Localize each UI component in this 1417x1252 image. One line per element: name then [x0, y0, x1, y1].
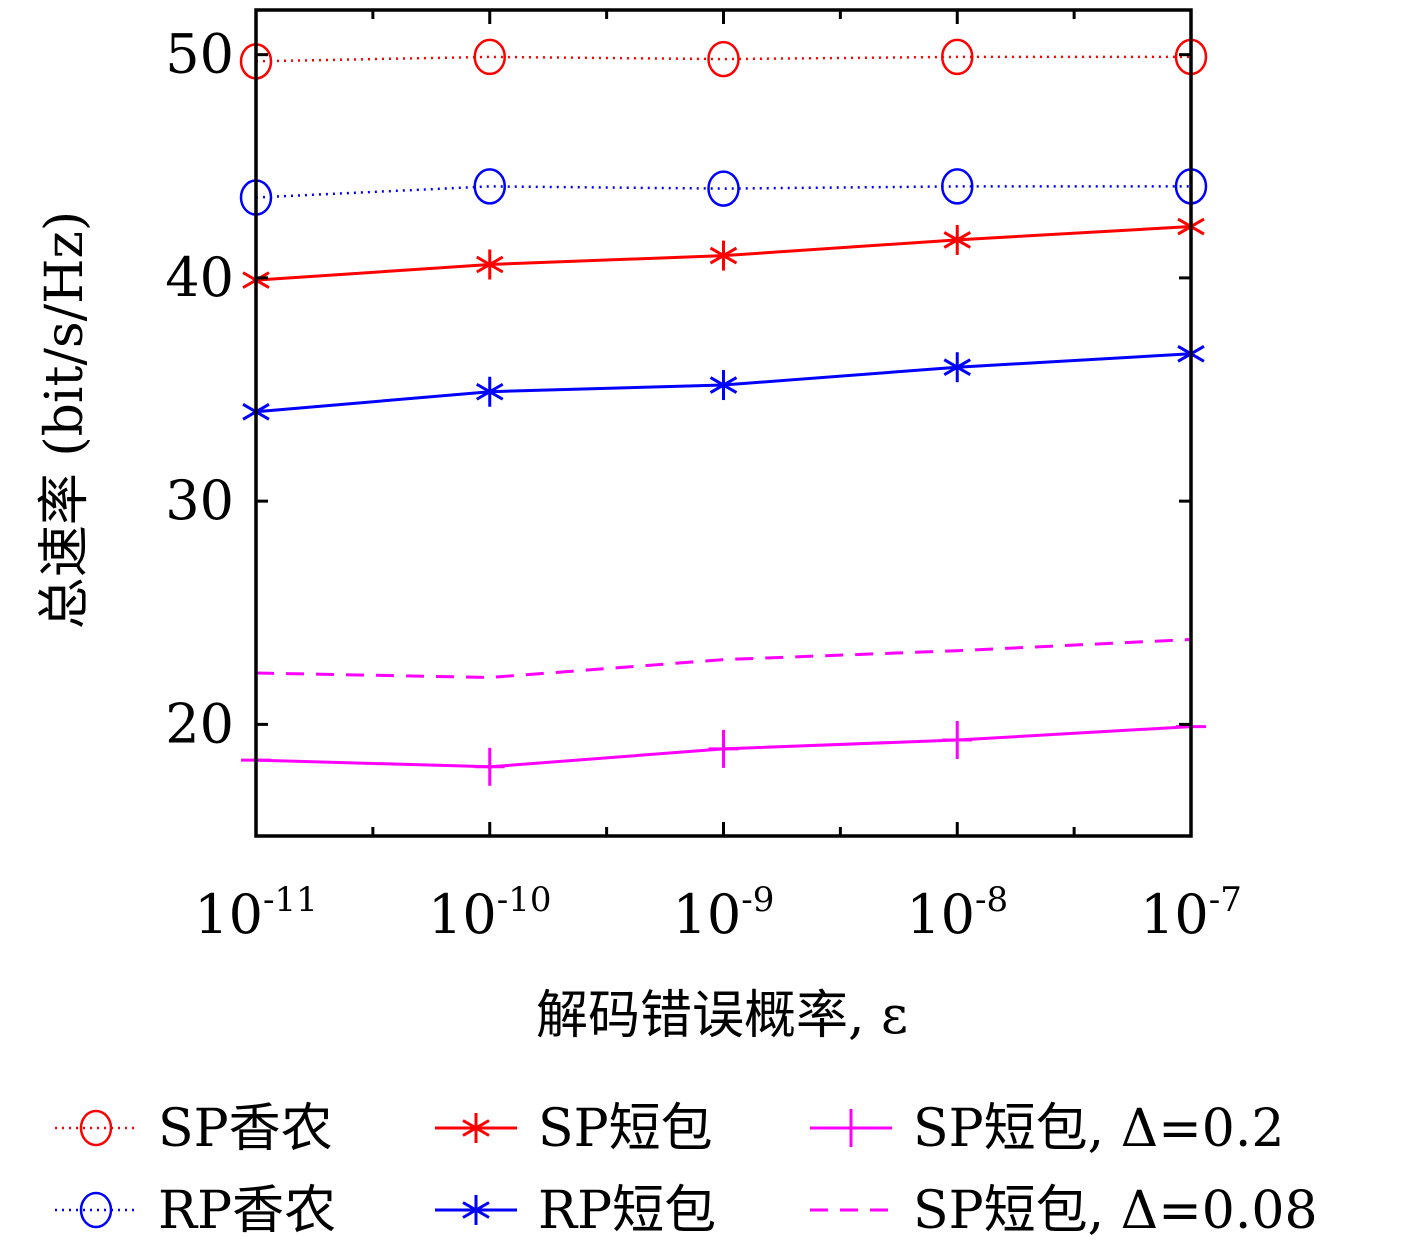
legend-item-6: SP短包, Δ=0.08 — [810, 1181, 1318, 1241]
data-point — [941, 168, 974, 205]
legend-item-4: RP短包 — [435, 1181, 716, 1241]
legend: SP香农 RP香农 SP短包 RP短包 SP短包, Δ=0.2 SP短包, Δ=0.08 — [55, 1099, 1318, 1241]
x-tick-label: 10-8 — [906, 880, 1008, 946]
legend-item-1: SP香农 — [55, 1099, 333, 1159]
data-point — [709, 370, 738, 401]
data-point — [707, 170, 740, 207]
data-point — [476, 249, 504, 280]
series-4 — [242, 338, 1205, 427]
legend-marker — [79, 1191, 113, 1229]
legend-label: SP短包, Δ=0.08 — [913, 1181, 1318, 1241]
data-point — [476, 376, 504, 407]
legend-label: SP短包, Δ=0.2 — [913, 1099, 1285, 1159]
legend-marker — [462, 1195, 490, 1225]
data-point — [473, 38, 506, 76]
legend-marker — [79, 1109, 113, 1147]
data-point — [708, 729, 739, 768]
y-tick-label: 20 — [165, 692, 234, 755]
axes: 20 30 40 50 10-11 10-10 10-9 10-8 10-7 — [165, 8, 1242, 946]
legend-item-2: RP香农 — [55, 1181, 336, 1241]
data-point — [942, 721, 973, 760]
x-tick-label: 10-9 — [673, 880, 775, 946]
series-line — [255, 55, 1191, 63]
series-6 — [255, 638, 1192, 680]
series-line — [255, 638, 1192, 680]
legend-item-3: SP短包 — [435, 1099, 713, 1159]
data-point — [941, 38, 974, 76]
x-tick-label: 10-10 — [428, 880, 551, 946]
legend-item-5: SP短包, Δ=0.2 — [810, 1099, 1285, 1159]
legend-label: SP香农 — [158, 1099, 333, 1159]
data-point — [707, 40, 740, 78]
x-axis-label: 解码错误概率, ε — [536, 986, 908, 1046]
data-point — [943, 352, 971, 383]
series-line — [255, 185, 1191, 199]
data-point — [473, 168, 506, 205]
plot-frame — [254, 8, 1193, 838]
series-2 — [239, 168, 1208, 216]
series-5 — [241, 707, 1206, 786]
x-tick-label: 10-11 — [194, 880, 317, 946]
series-1 — [239, 38, 1208, 80]
series-group — [239, 38, 1208, 786]
legend-label: SP短包 — [538, 1099, 713, 1159]
data-point — [709, 240, 738, 271]
y-tick-label: 40 — [165, 246, 234, 309]
x-tick-label: 10-7 — [1140, 880, 1242, 946]
data-point — [474, 747, 505, 786]
legend-marker — [836, 1109, 866, 1147]
y-tick-label: 50 — [165, 23, 234, 86]
legend-label: RP香农 — [158, 1181, 336, 1241]
data-point — [943, 224, 971, 255]
series-3 — [242, 211, 1205, 296]
y-tick-label: 30 — [165, 469, 234, 532]
legend-marker — [462, 1113, 490, 1143]
y-axis-label: 总速率 (bit/s/Hz) — [35, 211, 95, 629]
legend-label: RP短包 — [538, 1181, 716, 1241]
